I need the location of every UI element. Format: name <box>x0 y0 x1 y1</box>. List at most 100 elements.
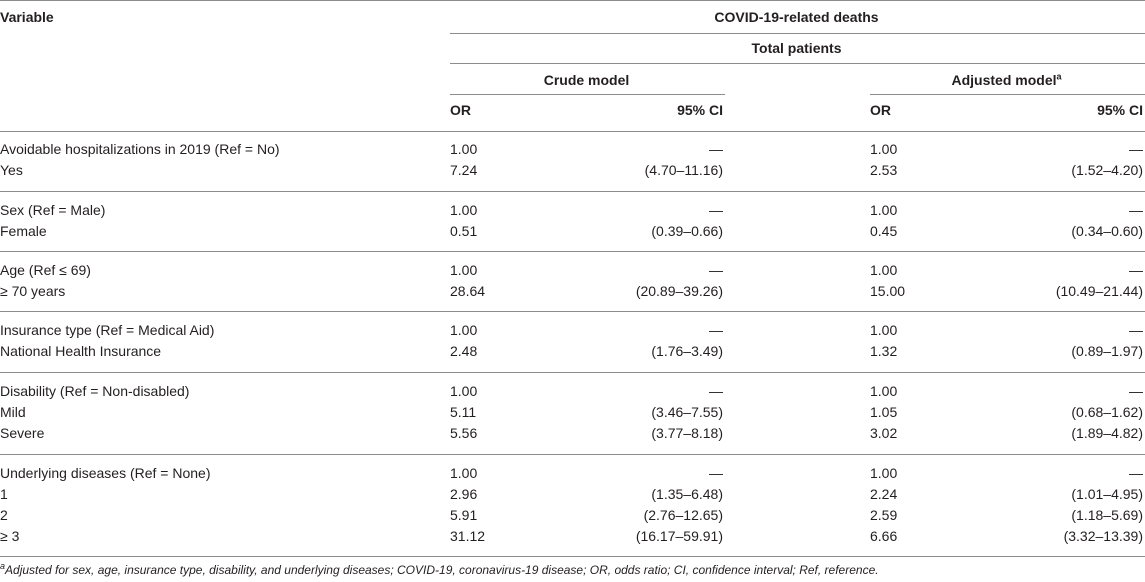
header-population-rule <box>450 63 1145 64</box>
crude-ci-cell: — <box>709 262 723 278</box>
group-divider <box>0 454 1145 455</box>
crude-ci-cell: (2.76–12.65) <box>643 507 723 523</box>
header-adjusted-model: Adjusted modela <box>951 71 1062 88</box>
table-bottom-rule <box>0 556 1145 557</box>
adjusted-ci-cell: — <box>1129 383 1143 399</box>
row-label: ≥ 70 years <box>0 283 66 299</box>
adjusted-ci-cell: (1.52–4.20) <box>1071 162 1143 178</box>
adjusted-ci-cell: (1.89–4.82) <box>1071 425 1143 441</box>
crude-or-cell: 1.00 <box>450 322 478 338</box>
adjusted-or-cell: 1.00 <box>870 465 898 481</box>
adjusted-or-cell: 1.00 <box>870 262 898 278</box>
adjusted-ci-cell: (0.34–0.60) <box>1071 223 1143 239</box>
row-label: Insurance type (Ref = Medical Aid) <box>0 322 215 338</box>
table-footnote: aAdjusted for sex, age, insurance type, … <box>0 561 879 578</box>
adjusted-or-cell: 1.00 <box>870 202 898 218</box>
crude-or-cell: 0.51 <box>450 223 478 239</box>
adjusted-or-cell: 15.00 <box>870 283 906 299</box>
header-crude-or: OR <box>450 102 471 118</box>
crude-ci-cell: — <box>709 383 723 399</box>
header-variable: Variable <box>0 9 54 25</box>
header-outcome: COVID-19-related deaths <box>714 9 879 25</box>
crude-ci-cell: (16.17–59.91) <box>635 528 723 544</box>
adjusted-ci-cell: — <box>1129 262 1143 278</box>
crude-ci-cell: (3.46–7.55) <box>651 404 723 420</box>
adjusted-or-cell: 1.05 <box>870 404 898 420</box>
adjusted-or-cell: 2.53 <box>870 162 898 178</box>
adjusted-ci-cell: (1.18–5.69) <box>1071 507 1143 523</box>
crude-or-cell: 7.24 <box>450 162 478 178</box>
row-label: Yes <box>0 162 23 178</box>
crude-ci-cell: — <box>709 202 723 218</box>
header-population: Total patients <box>751 40 842 56</box>
adjusted-ci-cell: (0.68–1.62) <box>1071 404 1143 420</box>
crude-or-cell: 5.56 <box>450 425 478 441</box>
crude-or-cell: 5.91 <box>450 507 478 523</box>
header-crude-ci: 95% CI <box>677 102 723 118</box>
adjusted-ci-cell: (0.89–1.97) <box>1071 343 1143 359</box>
row-label: ≥ 3 <box>0 528 20 544</box>
crude-or-cell: 5.11 <box>450 404 477 420</box>
adjusted-ci-cell: — <box>1129 322 1143 338</box>
row-label: 2 <box>0 507 8 523</box>
header-adjusted-rule <box>870 94 1145 95</box>
adjusted-or-cell: 1.00 <box>870 141 898 157</box>
adjusted-or-cell: 6.66 <box>870 528 898 544</box>
adjusted-ci-cell: — <box>1129 141 1143 157</box>
group-divider <box>0 251 1145 252</box>
crude-or-cell: 1.00 <box>450 262 478 278</box>
adjusted-or-cell: 3.02 <box>870 425 898 441</box>
header-bottom-rule <box>0 131 1145 132</box>
row-label: 1 <box>0 486 8 502</box>
group-divider <box>0 191 1145 192</box>
crude-or-cell: 1.00 <box>450 465 478 481</box>
header-crude-rule <box>450 94 725 95</box>
header-adjusted-or: OR <box>870 102 891 118</box>
crude-or-cell: 1.00 <box>450 202 478 218</box>
crude-or-cell: 28.64 <box>450 283 486 299</box>
crude-or-cell: 31.12 <box>450 528 486 544</box>
adjusted-or-cell: 1.32 <box>870 343 898 359</box>
crude-ci-cell: (0.39–0.66) <box>651 223 723 239</box>
crude-ci-cell: — <box>709 465 723 481</box>
crude-ci-cell: (1.35–6.48) <box>651 486 723 502</box>
adjusted-or-cell: 2.59 <box>870 507 898 523</box>
table-top-rule <box>0 0 1145 1</box>
row-label: Sex (Ref = Male) <box>0 202 106 218</box>
crude-ci-cell: (1.76–3.49) <box>651 343 723 359</box>
row-label: Avoidable hospitalizations in 2019 (Ref … <box>0 141 280 157</box>
crude-or-cell: 2.48 <box>450 343 478 359</box>
adjusted-or-cell: 1.00 <box>870 383 898 399</box>
adjusted-ci-cell: (3.32–13.39) <box>1063 528 1143 544</box>
crude-ci-cell: — <box>709 141 723 157</box>
crude-ci-cell: (4.70–11.16) <box>644 162 723 178</box>
row-label: Mild <box>0 404 26 420</box>
footnote-marker: a <box>0 561 6 571</box>
header-adjusted-ci: 95% CI <box>1097 102 1143 118</box>
crude-or-cell: 1.00 <box>450 141 478 157</box>
crude-or-cell: 2.96 <box>450 486 478 502</box>
header-crude-model: Crude model <box>543 72 630 88</box>
adjusted-or-cell: 1.00 <box>870 322 898 338</box>
crude-or-cell: 1.00 <box>450 383 478 399</box>
row-label: Disability (Ref = Non-disabled) <box>0 383 190 399</box>
row-label: Underlying diseases (Ref = None) <box>0 465 211 481</box>
row-label: National Health Insurance <box>0 343 162 359</box>
crude-ci-cell: — <box>709 322 723 338</box>
group-divider <box>0 372 1145 373</box>
adjusted-or-cell: 0.45 <box>870 223 898 239</box>
crude-ci-cell: (3.77–8.18) <box>651 425 723 441</box>
adjusted-ci-cell: — <box>1129 465 1143 481</box>
row-label: Female <box>0 223 47 239</box>
adjusted-ci-cell: (10.49–21.44) <box>1055 283 1143 299</box>
adjusted-or-cell: 2.24 <box>870 486 898 502</box>
adjusted-ci-cell: — <box>1129 202 1143 218</box>
row-label: Severe <box>0 425 45 441</box>
row-label: Age (Ref ≤ 69) <box>0 262 91 278</box>
adjusted-model-footnote-marker: a <box>1056 71 1062 82</box>
group-divider <box>0 311 1145 312</box>
adjusted-ci-cell: (1.01–4.95) <box>1071 486 1143 502</box>
header-outcome-rule <box>450 33 1145 34</box>
crude-ci-cell: (20.89–39.26) <box>635 283 723 299</box>
